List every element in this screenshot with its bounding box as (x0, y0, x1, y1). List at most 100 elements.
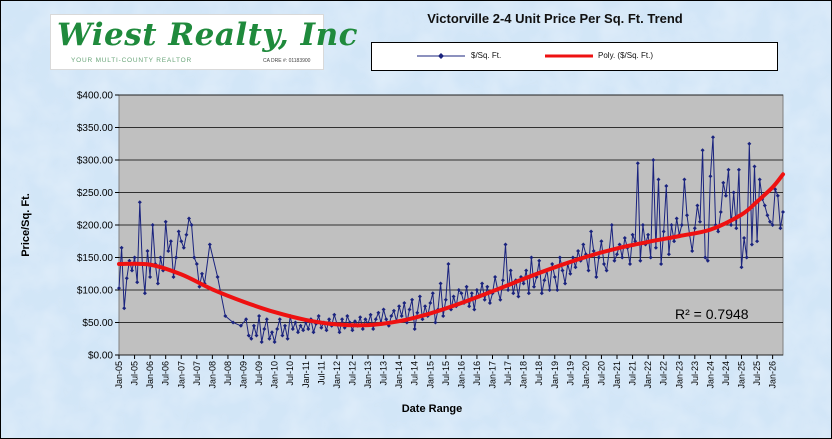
data-point (775, 193, 780, 198)
data-point (194, 262, 199, 266)
data-point (604, 268, 609, 273)
data-point (171, 275, 176, 279)
data-point (736, 167, 741, 172)
data-point (358, 315, 363, 320)
data-point (262, 327, 267, 331)
x-tick-label: Jan-05 (114, 361, 124, 389)
data-point (267, 336, 272, 341)
data-point (726, 167, 731, 172)
y-tick-label: $0.00 (88, 351, 113, 362)
x-tick-label: Jul-07 (192, 361, 202, 386)
data-point (270, 330, 274, 335)
data-point (500, 278, 505, 283)
data-point (150, 223, 155, 227)
data-point (158, 255, 163, 260)
data-point (391, 308, 396, 313)
chart-legend: $/Sq. Ft. Poly. ($/Sq. Ft.) (371, 42, 778, 71)
data-point (277, 317, 282, 322)
data-point (622, 236, 627, 240)
data-point (692, 226, 697, 231)
y-tick-label: $250.00 (77, 188, 114, 199)
data-point (635, 161, 640, 166)
data-point (456, 288, 461, 292)
data-point (319, 325, 324, 330)
data-point (464, 284, 469, 289)
data-point (389, 314, 394, 318)
x-tick-label: Jan-20 (581, 361, 591, 389)
data-point (257, 314, 262, 318)
x-tick-label: Jan-24 (705, 361, 715, 389)
data-point (508, 268, 513, 273)
data-point (376, 310, 381, 315)
data-point (423, 304, 428, 309)
x-tick-label: Jan-10 (270, 361, 280, 389)
data-point (555, 288, 560, 292)
data-point (550, 262, 555, 266)
x-tick-label: Jul-24 (721, 361, 731, 386)
data-point (685, 213, 689, 218)
data-point (197, 284, 202, 289)
data-point (599, 239, 604, 244)
data-point (716, 229, 721, 234)
data-point (542, 278, 547, 283)
y-tick-label: $100.00 (77, 286, 114, 297)
data-point (142, 291, 147, 296)
data-point (739, 265, 744, 270)
data-point (412, 327, 417, 331)
data-point (615, 252, 619, 257)
y-axis-ticks: $0.00 $50.00 $100.00 $150.00 $200.00 $250.00 $… (77, 91, 119, 362)
data-point (311, 330, 316, 335)
data-point (327, 317, 332, 322)
data-point (254, 333, 259, 338)
data-point (417, 294, 422, 299)
data-point (135, 280, 140, 285)
data-point (117, 286, 121, 291)
data-point (441, 314, 446, 318)
data-point (591, 249, 596, 253)
data-point (189, 223, 194, 227)
x-tick-label: Jul-13 (379, 361, 389, 386)
data-point (653, 245, 658, 250)
data-point (410, 297, 415, 302)
data-point (723, 193, 728, 198)
data-point (249, 336, 254, 341)
data-point (122, 306, 127, 311)
x-tick-label: Jul-18 (534, 361, 544, 386)
data-point (428, 301, 433, 305)
data-point (503, 242, 508, 247)
data-point (596, 255, 601, 260)
data-point (373, 317, 378, 322)
data-point (679, 223, 684, 227)
data-point (581, 242, 586, 247)
x-tick-label: Jul-09 (254, 361, 264, 386)
data-point (560, 268, 565, 273)
data-point (371, 327, 376, 331)
data-point (316, 314, 321, 318)
data-point (399, 314, 404, 318)
data-point (744, 255, 749, 260)
legend-swatch-trend (545, 54, 593, 58)
data-point (443, 297, 448, 302)
data-point (529, 255, 534, 260)
data-point (602, 262, 606, 266)
data-point (586, 268, 591, 273)
x-tick-label: Jul-17 (503, 361, 513, 386)
data-point (145, 249, 150, 253)
data-point (628, 262, 632, 266)
data-point (350, 328, 355, 333)
trendline-curve (117, 172, 785, 328)
data-point (420, 317, 425, 322)
x-tick-label: Jul-14 (410, 361, 420, 386)
data-point (762, 203, 767, 208)
data-point (539, 291, 544, 296)
data-point (563, 281, 568, 286)
data-point (181, 245, 186, 250)
data-point (179, 239, 184, 244)
data-point (620, 255, 625, 260)
data-point (360, 327, 365, 331)
data-point (332, 312, 337, 317)
data-point (280, 333, 285, 338)
data-point (749, 242, 754, 247)
x-tick-label: Jan-06 (145, 361, 155, 389)
data-point (301, 328, 306, 333)
